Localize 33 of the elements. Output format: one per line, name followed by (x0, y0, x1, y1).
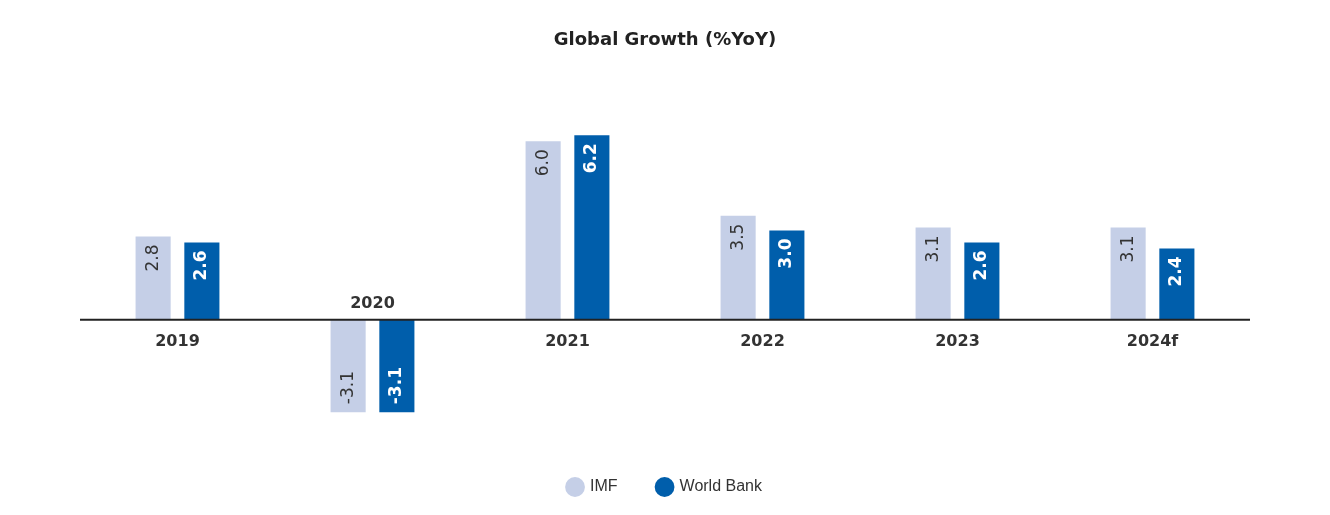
legend-label: IMF (590, 477, 618, 495)
data-label: 2.4 (1165, 256, 1186, 287)
bar (915, 227, 951, 320)
data-label: 3.5 (726, 223, 747, 251)
data-label: 3.1 (1116, 235, 1137, 263)
bar (574, 135, 610, 320)
bar (135, 236, 171, 320)
bar (1159, 248, 1195, 320)
data-label: 6.0 (531, 149, 552, 177)
chart-title: Global Growth (%YoY) (553, 28, 777, 50)
data-label: 2.6 (970, 250, 991, 281)
x-tick-label: 2022 (740, 331, 785, 351)
bar (720, 215, 756, 320)
bar (379, 319, 415, 413)
bar (964, 242, 1000, 320)
bar (1110, 227, 1146, 320)
data-label: -3.1 (385, 367, 406, 405)
bar (330, 319, 366, 413)
x-tick-label: 2019 (155, 331, 200, 351)
data-label: 3.1 (921, 235, 942, 263)
data-label: 2.6 (190, 250, 211, 281)
bar (184, 242, 220, 320)
data-label: 2.8 (141, 244, 162, 272)
bar (769, 230, 805, 320)
x-tick-label: 2020 (350, 293, 395, 313)
legend-label: World Bank (679, 477, 763, 495)
x-tick-label: 2024f (1126, 331, 1180, 351)
bar (525, 141, 561, 320)
x-tick-label: 2021 (545, 331, 590, 351)
x-tick-label: 2023 (935, 331, 980, 351)
data-label: 3.0 (775, 238, 796, 269)
data-label: 6.2 (580, 143, 601, 174)
data-label: -3.1 (336, 371, 357, 405)
